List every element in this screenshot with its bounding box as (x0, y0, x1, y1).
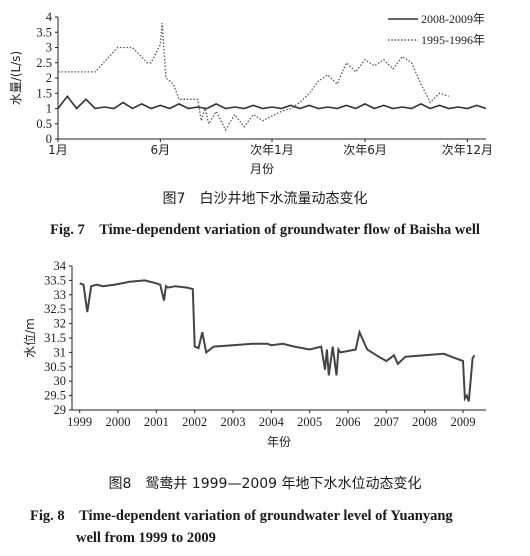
x-tick-label: 2000 (106, 415, 131, 429)
y-tick-label: 33.5 (44, 273, 66, 287)
legend-label-2: 1995-1996年 (421, 33, 485, 47)
fig8-caption-en-line1: Fig. 8 Time-dependent variation of groun… (30, 508, 453, 524)
x-tick-label: 次年6月 (343, 143, 387, 157)
y-tick-label: 32 (54, 317, 67, 331)
x-tick-label: 2009 (451, 415, 476, 429)
y-tick-label: 4 (46, 10, 53, 24)
fig8-caption-cn: 图8 鸳鸯井 1999—2009 年地下水水位动态变化 (108, 476, 422, 492)
y-tick-label: 30.5 (44, 360, 66, 374)
x-tick-label: 2005 (297, 415, 322, 429)
fig8-caption-en-line2: well from 1999 to 2009 (76, 530, 216, 546)
x-tick-label: 2003 (221, 415, 246, 429)
x-tick-label: 1999 (67, 415, 92, 429)
x-tick-label: 2007 (374, 415, 399, 429)
x-axis-title: 年份 (267, 435, 291, 449)
y-tick-label: 2.5 (36, 56, 52, 70)
legend-label-1: 2008-2009年 (421, 12, 485, 26)
y-tick-label: 32.5 (44, 302, 66, 316)
y-tick-label: 30 (54, 374, 67, 388)
y-tick-label: 2 (46, 71, 52, 85)
x-tick-label: 2008 (412, 415, 437, 429)
y-tick-label: 31 (54, 345, 67, 359)
water-level-line (79, 279, 476, 402)
x-tick-label: 次年12月 (442, 143, 493, 157)
x-tick-label: 2002 (182, 415, 207, 429)
y-tick-label: 3 (46, 41, 52, 55)
x-tick-label: 6月 (151, 143, 171, 157)
series-line-1 (57, 94, 487, 110)
x-tick-label: 2001 (144, 415, 169, 429)
y-tick-label: 1 (46, 102, 52, 116)
y-tick-label: 34 (54, 259, 67, 273)
x-tick-label: 2004 (259, 415, 285, 429)
y-axis-title: 水量/(L/s) (9, 51, 23, 105)
x-tick-label: 次年1月 (250, 143, 294, 157)
y-axis-title: 水位/m (22, 318, 37, 358)
x-axis-title: 月份 (250, 162, 274, 176)
x-tick-label: 2006 (336, 415, 361, 429)
y-tick-label: 33 (54, 288, 67, 302)
series-line-2 (58, 23, 449, 132)
y-tick-label: 1.5 (36, 86, 52, 100)
y-tick-label: 31.5 (44, 331, 66, 345)
y-tick-label: 3.5 (36, 25, 52, 39)
y-tick-label: 0.5 (36, 117, 52, 131)
fig7-caption-en: Fig. 7 Time-dependent variation of groun… (50, 222, 480, 238)
y-tick-label: 29.5 (44, 389, 66, 403)
y-tick-label: 0 (46, 132, 52, 146)
x-tick-label: 1月 (48, 143, 68, 157)
y-tick-label: 29 (54, 403, 67, 417)
fig7-caption-cn: 图7 白沙井地下水流量动态变化 (162, 191, 368, 207)
